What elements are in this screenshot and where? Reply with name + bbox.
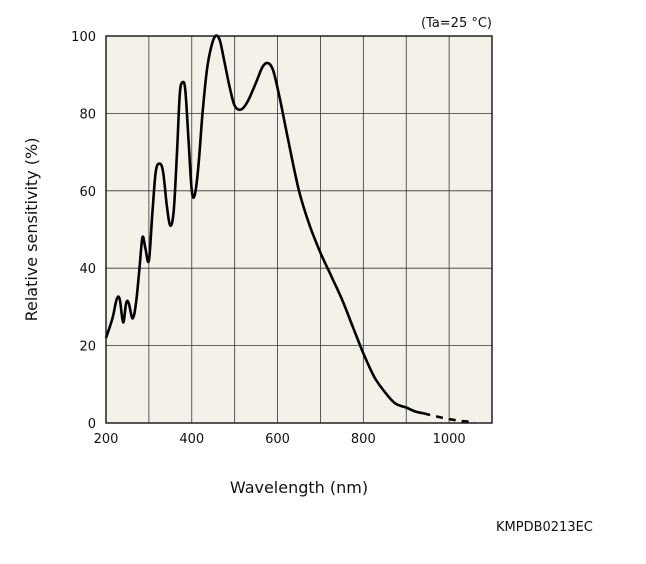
- condition-note: (Ta=25 °C): [421, 16, 492, 31]
- x-tick-label: 200: [94, 432, 119, 447]
- x-tick-label: 600: [265, 432, 290, 447]
- plot-area: [106, 36, 492, 423]
- y-axis-label: Relative sensitivity (%): [22, 138, 41, 322]
- series-line-dashed: [423, 412, 475, 424]
- series-group: [104, 34, 475, 424]
- series-line: [104, 34, 424, 415]
- y-tick-label: 20: [79, 340, 96, 355]
- plot-frame: [105, 35, 493, 424]
- x-tick-label: 800: [351, 432, 376, 447]
- x-axis-ticks: 200 400 600 800 1000: [94, 432, 466, 447]
- y-tick-label: 80: [79, 107, 96, 122]
- x-axis-label: Wavelength (nm): [230, 478, 368, 497]
- figure-code: KMPDB0213EC: [496, 520, 593, 535]
- x-tick-label: 1000: [433, 432, 466, 447]
- x-tick-label: 400: [179, 432, 204, 447]
- y-axis-ticks: 0 20 40 60 80 100: [71, 30, 96, 432]
- grid: [106, 36, 492, 423]
- y-tick-label: 40: [79, 262, 96, 277]
- y-tick-label: 0: [88, 417, 96, 432]
- y-tick-label: 60: [79, 185, 96, 200]
- y-tick-label: 100: [71, 30, 96, 45]
